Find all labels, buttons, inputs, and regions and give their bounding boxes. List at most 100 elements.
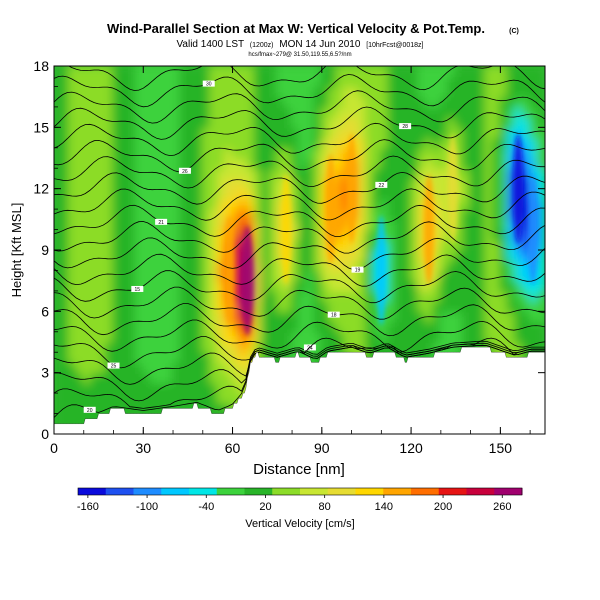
w-cell [298, 310, 308, 323]
w-cell [67, 238, 78, 251]
w-cell [253, 66, 264, 78]
w-cell [216, 85, 227, 98]
w-cell [313, 136, 323, 149]
w-cell [454, 167, 465, 180]
w-cell [536, 95, 545, 108]
w-cell [75, 412, 85, 425]
w-cell [313, 157, 323, 170]
w-cell [305, 320, 316, 333]
w-cell [82, 381, 93, 395]
w-cell [201, 259, 212, 272]
w-cell [350, 249, 361, 262]
w-cell [335, 238, 346, 251]
w-cell [268, 126, 279, 139]
w-cell [82, 351, 93, 364]
w-cell [335, 310, 346, 323]
w-cell [54, 187, 63, 200]
w-cell [186, 381, 197, 395]
w-cell [194, 341, 204, 354]
w-cell [350, 95, 361, 108]
w-cell [358, 330, 368, 343]
w-cell [231, 95, 241, 108]
w-cell [127, 146, 137, 159]
w-cell [477, 85, 487, 98]
w-cell [105, 197, 115, 211]
colorbar-tick-label: -40 [198, 501, 214, 513]
w-cell [194, 381, 204, 395]
w-cell [328, 341, 338, 354]
w-cell [313, 310, 323, 323]
w-cell [216, 259, 227, 272]
w-cell [424, 300, 435, 313]
w-cell [134, 208, 145, 221]
w-cell [276, 259, 286, 272]
w-cell [291, 85, 301, 98]
w-cell [82, 279, 93, 292]
w-core [281, 174, 292, 285]
w-cell [424, 75, 435, 88]
w-cell [82, 126, 93, 139]
w-cell [209, 228, 219, 241]
w-cell [417, 228, 427, 241]
w-cell [514, 279, 524, 292]
w-cell [127, 381, 137, 395]
w-cell [194, 136, 204, 149]
w-cell [54, 116, 63, 129]
w-cell [469, 146, 480, 159]
w-cell [201, 197, 212, 211]
w-cell [484, 330, 494, 343]
w-cell [164, 75, 175, 88]
w-cell [157, 310, 167, 323]
w-cell [454, 66, 465, 78]
w-cell [372, 105, 383, 119]
w-cell [372, 167, 383, 180]
w-cell [380, 310, 390, 323]
w-cell [119, 300, 130, 313]
w-cell [186, 289, 197, 303]
w-cell [216, 197, 227, 211]
w-cell [54, 75, 63, 88]
w-cell [90, 146, 100, 159]
w-cell [216, 157, 227, 170]
w-cell [506, 279, 517, 292]
w-cell [506, 269, 517, 282]
w-cell [439, 116, 450, 129]
w-cell [491, 330, 502, 343]
w-cell [209, 116, 219, 129]
theta-contour-line [54, 171, 545, 205]
w-cell [276, 75, 286, 88]
w-cell [328, 289, 338, 303]
w-cell [142, 351, 152, 364]
w-cell [90, 126, 100, 139]
w-cell [491, 310, 502, 323]
w-cell [127, 136, 137, 149]
w-cell [291, 300, 301, 313]
w-cell [172, 146, 182, 159]
w-cell [127, 289, 137, 303]
w-cell [82, 105, 93, 119]
w-cell [439, 167, 450, 180]
w-cell [54, 218, 63, 231]
w-cell [491, 300, 502, 313]
w-cell [75, 330, 85, 343]
w-cell [506, 320, 517, 333]
w-cell [536, 197, 545, 211]
w-cell [246, 341, 256, 354]
w-cell [395, 341, 405, 354]
w-cell [432, 279, 442, 292]
theta-label-bg [131, 285, 144, 292]
w-cell [75, 259, 85, 272]
w-cell [462, 197, 472, 211]
w-cell [90, 320, 100, 333]
w-cell [209, 289, 219, 303]
w-cell [506, 95, 517, 108]
w-cell [439, 75, 450, 88]
w-cell [395, 330, 405, 343]
w-cell [536, 146, 545, 159]
w-cell [320, 75, 331, 88]
w-cell [216, 146, 227, 159]
w-cell [320, 330, 331, 343]
colorbar-swatch [216, 488, 245, 495]
w-cell [291, 116, 301, 129]
w-cell [119, 402, 130, 415]
